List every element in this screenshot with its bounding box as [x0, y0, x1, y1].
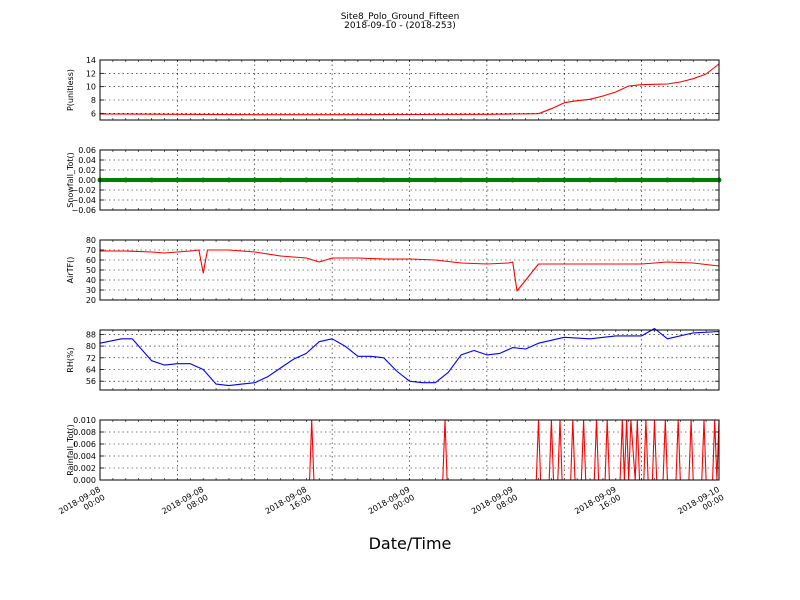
- y-tick-label: 56: [86, 377, 96, 386]
- plot-frame: [99, 329, 720, 391]
- y-tick-label: −0.06: [71, 206, 96, 215]
- y-tick-label: −0.02: [71, 186, 96, 195]
- series-line: [99, 63, 720, 116]
- y-tick-label: 72: [86, 354, 96, 363]
- chart-subtitle: 2018-09-10 - (2018-253): [344, 21, 456, 31]
- series-line: [100, 249, 720, 292]
- y-tick-label: 0.04: [78, 156, 96, 165]
- x-tick-label: 2018-09-0800:00: [57, 485, 106, 524]
- x-axis-label: Date/Time: [368, 534, 452, 553]
- x-tick-label: 2018-09-0900:00: [367, 485, 416, 524]
- y-tick-label: 10: [86, 83, 96, 92]
- chart-title: Site8_Polo_Ground_Fifteen: [340, 12, 460, 22]
- plot-frame: [99, 59, 720, 121]
- y-tick-label: 0.004: [73, 452, 96, 461]
- x-tick-label: 2018-09-0816:00: [264, 485, 313, 524]
- y-tick-label: 0.000: [73, 476, 96, 485]
- x-tick-label: 2018-09-0908:00: [470, 485, 519, 524]
- y-tick-label: 0.00: [78, 176, 96, 185]
- series-line: [99, 327, 720, 387]
- x-tick-label: 2018-09-0808:00: [160, 485, 209, 524]
- y-axis-label: RH(%): [66, 347, 75, 372]
- y-tick-label: 14: [86, 56, 96, 65]
- y-tick-label: −0.04: [71, 196, 96, 205]
- y-tick-label: 0.008: [73, 428, 96, 437]
- x-tick-label: 2018-09-1000:00: [676, 485, 725, 524]
- y-tick-label: 12: [86, 69, 96, 78]
- y-tick-label: 0.006: [73, 440, 96, 449]
- y-tick-label: 40: [86, 276, 96, 285]
- y-tick-label: 30: [86, 286, 96, 295]
- y-tick-label: 0.010: [73, 416, 96, 425]
- series-line: [309, 419, 720, 481]
- y-axis-label: Rainfall_Tot(): [66, 424, 75, 476]
- y-tick-label: 0.06: [78, 146, 96, 155]
- y-tick-label: 0.02: [78, 166, 96, 175]
- y-axis-label: Snowfall_Tot(): [66, 152, 75, 208]
- y-tick-label: 50: [86, 266, 96, 275]
- y-tick-label: 0.002: [73, 464, 96, 473]
- y-axis-label: P(unitless): [66, 69, 75, 111]
- plot-frame: [99, 419, 720, 481]
- y-tick-label: 88: [86, 330, 96, 339]
- y-tick-label: 80: [86, 236, 96, 245]
- y-tick-label: 60: [86, 256, 96, 265]
- y-tick-label: 64: [86, 366, 96, 375]
- x-tick-label: 2018-09-0916:00: [573, 485, 622, 524]
- y-axis-label: AirTF(): [66, 257, 75, 284]
- y-tick-label: 20: [86, 296, 96, 305]
- y-tick-label: 8: [91, 96, 96, 105]
- plot-frame: [99, 239, 720, 301]
- plot-frame: [99, 149, 720, 211]
- y-tick-label: 6: [91, 109, 96, 118]
- y-tick-label: 80: [86, 342, 96, 351]
- y-tick-label: 70: [86, 246, 96, 255]
